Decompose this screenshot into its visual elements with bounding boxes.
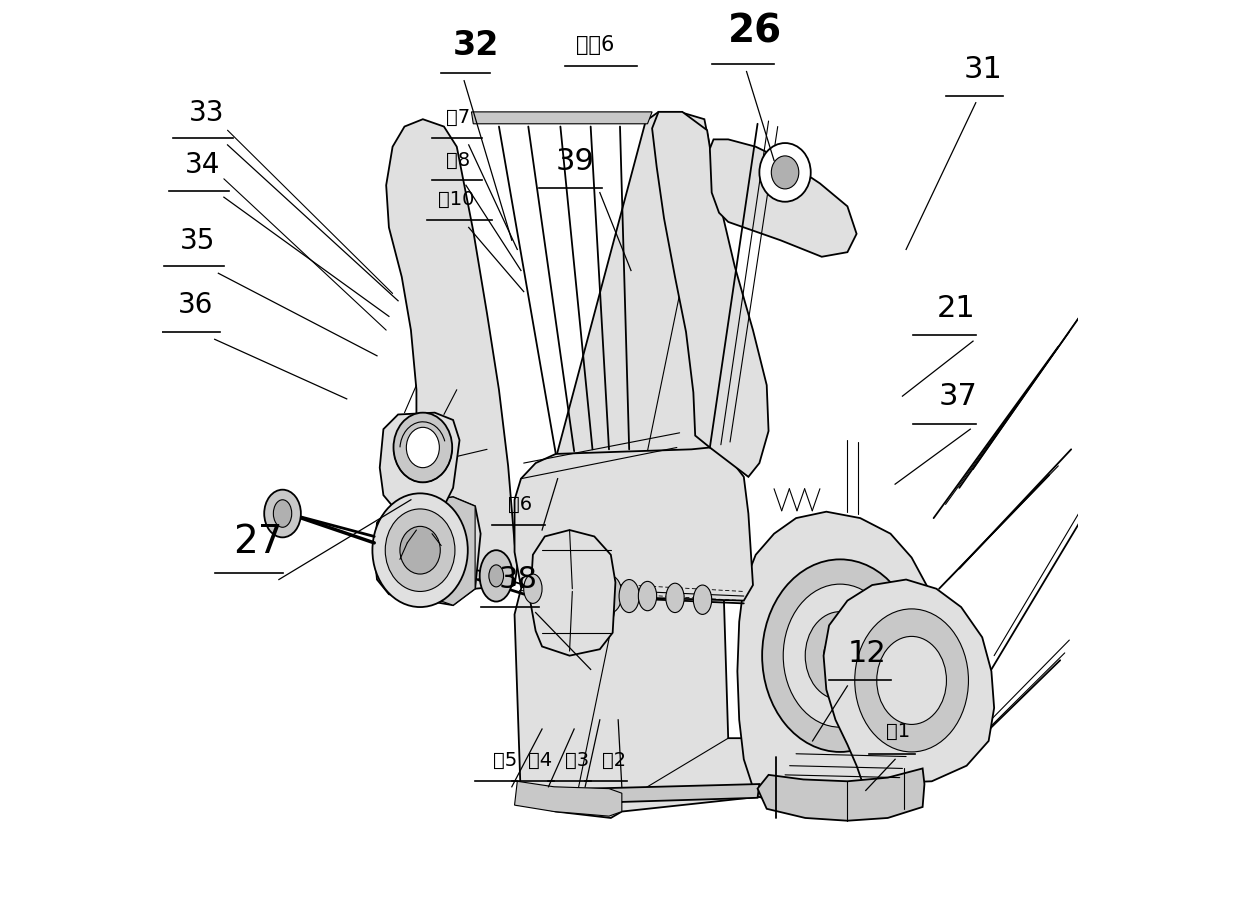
Ellipse shape (771, 156, 799, 189)
Polygon shape (652, 112, 769, 477)
Ellipse shape (579, 572, 603, 613)
Ellipse shape (823, 635, 857, 676)
Ellipse shape (531, 563, 559, 614)
Ellipse shape (401, 526, 440, 574)
Polygon shape (823, 580, 994, 784)
Polygon shape (377, 119, 517, 589)
Text: 35: 35 (180, 226, 216, 255)
Ellipse shape (523, 574, 542, 603)
Polygon shape (517, 784, 759, 805)
Text: 21: 21 (936, 293, 975, 323)
Text: 38: 38 (498, 565, 538, 594)
Ellipse shape (393, 413, 453, 482)
Polygon shape (374, 497, 481, 605)
Ellipse shape (854, 609, 968, 752)
Ellipse shape (557, 568, 583, 613)
Text: 31: 31 (963, 55, 1003, 84)
Text: 儆7: 儆7 (445, 107, 470, 127)
Ellipse shape (600, 576, 621, 613)
Text: 26: 26 (728, 13, 782, 50)
Ellipse shape (386, 509, 455, 591)
Polygon shape (531, 530, 615, 656)
Polygon shape (389, 497, 475, 605)
Text: 34: 34 (185, 150, 219, 179)
Ellipse shape (759, 143, 811, 202)
Text: 儆5: 儆5 (494, 751, 518, 770)
Text: 儆6: 儆6 (508, 494, 532, 514)
Text: 12: 12 (847, 638, 887, 668)
Polygon shape (515, 112, 771, 818)
Polygon shape (709, 139, 857, 257)
Text: 32: 32 (453, 29, 500, 62)
Ellipse shape (666, 583, 684, 613)
Polygon shape (515, 781, 621, 816)
Polygon shape (738, 512, 942, 809)
Ellipse shape (489, 565, 503, 587)
Text: 36: 36 (179, 291, 213, 319)
Ellipse shape (619, 580, 640, 613)
Text: 半分6: 半分6 (577, 35, 614, 55)
Polygon shape (515, 447, 753, 601)
Ellipse shape (273, 500, 291, 527)
Ellipse shape (372, 493, 467, 607)
Text: 儆2: 儆2 (601, 751, 626, 770)
Text: 儆8: 儆8 (445, 150, 470, 170)
Text: 儆10: 儆10 (439, 190, 475, 209)
Text: 33: 33 (188, 98, 224, 127)
Polygon shape (758, 768, 925, 821)
Polygon shape (471, 112, 652, 124)
Ellipse shape (639, 581, 657, 611)
Ellipse shape (407, 427, 439, 468)
Ellipse shape (805, 612, 875, 700)
Text: 27: 27 (233, 524, 283, 561)
Ellipse shape (763, 559, 918, 752)
Ellipse shape (693, 585, 712, 614)
Text: 儆4: 儆4 (528, 751, 553, 770)
Text: 儆1: 儆1 (885, 722, 910, 741)
Text: 39: 39 (556, 147, 595, 176)
Polygon shape (379, 413, 460, 506)
Ellipse shape (264, 490, 301, 537)
Ellipse shape (877, 636, 946, 724)
Ellipse shape (480, 550, 512, 602)
Text: 37: 37 (939, 381, 978, 411)
Text: 儆3: 儆3 (565, 751, 589, 770)
Ellipse shape (784, 584, 897, 727)
